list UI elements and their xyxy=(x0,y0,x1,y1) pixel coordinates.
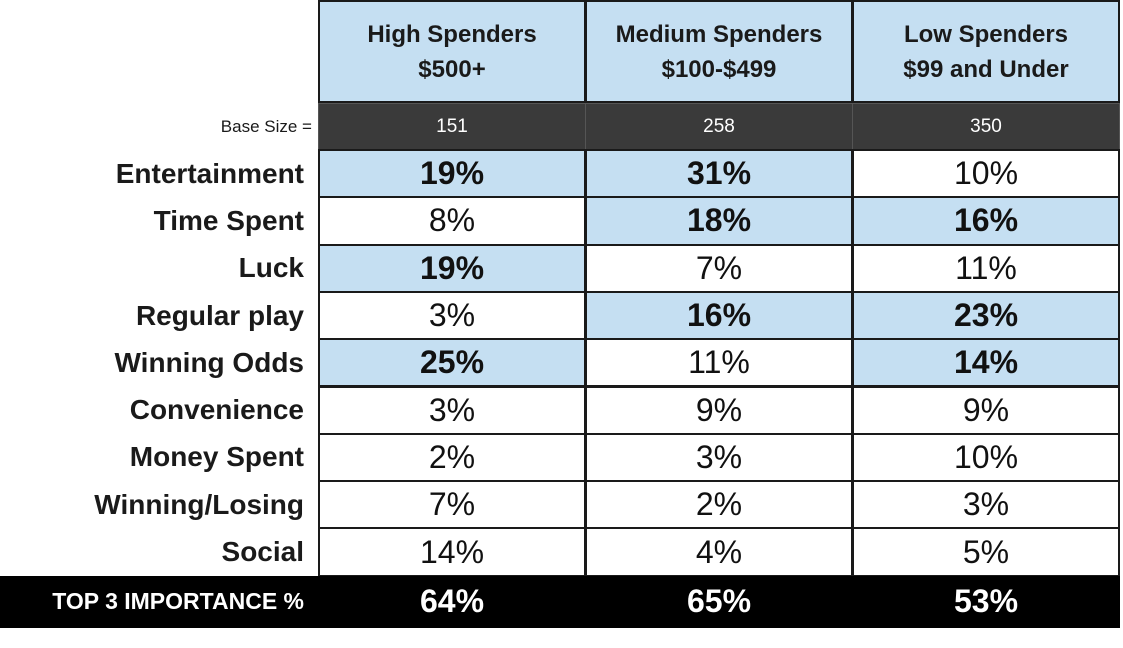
row-label: Convenience xyxy=(129,394,304,426)
value-cell: 3% xyxy=(318,290,586,341)
header-row: High Spenders $500+ Medium Spenders $100-$4… xyxy=(0,0,1123,103)
row-label: Luck xyxy=(238,252,304,284)
value-cell: 3% xyxy=(318,385,586,435)
data-row: Money Spent 2% 3% 10% xyxy=(0,432,1123,483)
value-cell: 19% xyxy=(318,243,586,293)
column-name: Medium Spenders xyxy=(615,20,823,48)
base-size-label: Base Size = xyxy=(220,116,312,136)
row-label: Entertainment xyxy=(115,157,304,189)
value-cell: 9% xyxy=(852,385,1120,435)
value-cell: 11% xyxy=(585,338,853,388)
total-value: 64% xyxy=(318,575,586,628)
column-name: High Spenders xyxy=(367,20,537,48)
value-cell: 2% xyxy=(318,432,586,483)
column-range: $99 and Under xyxy=(903,55,1069,83)
value-cell: 31% xyxy=(585,149,853,199)
value-cell: 14% xyxy=(318,527,586,577)
value-cell: 3% xyxy=(585,432,853,483)
total-value: 65% xyxy=(585,575,853,628)
value-cell: 10% xyxy=(852,149,1120,199)
value-cell: 14% xyxy=(852,338,1120,388)
value-cell: 11% xyxy=(852,243,1120,293)
row-label: Regular play xyxy=(135,299,304,331)
value-cell: 18% xyxy=(585,196,853,246)
data-row: Entertainment 19% 31% 10% xyxy=(0,149,1123,199)
row-label: Money Spent xyxy=(129,441,304,473)
value-cell: 7% xyxy=(585,243,853,293)
total-row: TOP 3 IMPORTANCE % 64% 65% 53% xyxy=(0,575,1123,628)
base-size-value: 350 xyxy=(852,103,1120,150)
data-row: Luck 19% 7% 11% xyxy=(0,243,1123,293)
value-cell: 2% xyxy=(585,480,853,530)
value-cell: 9% xyxy=(585,385,853,435)
column-range: $500+ xyxy=(418,55,486,83)
value-cell: 5% xyxy=(852,527,1120,577)
column-name: Low Spenders xyxy=(903,20,1069,48)
data-row: Regular play 3% 16% 23% xyxy=(0,290,1123,341)
value-cell: 7% xyxy=(318,480,586,530)
value-cell: 16% xyxy=(585,290,853,341)
total-value: 53% xyxy=(852,575,1120,628)
value-cell: 10% xyxy=(852,432,1120,483)
base-size-value: 151 xyxy=(318,103,586,150)
total-label: TOP 3 IMPORTANCE % xyxy=(0,575,318,628)
value-cell: 3% xyxy=(852,480,1120,530)
value-cell: 8% xyxy=(318,196,586,246)
data-row: Winning/Losing 7% 2% 3% xyxy=(0,480,1123,530)
data-row: Time Spent 8% 18% 16% xyxy=(0,196,1123,246)
row-label: Winning/Losing xyxy=(94,488,304,520)
base-size-value: 258 xyxy=(585,103,853,150)
column-header: Low Spenders $99 and Under xyxy=(852,0,1120,103)
row-label: Social xyxy=(221,536,304,568)
data-row: Social 14% 4% 5% xyxy=(0,527,1123,577)
row-label: Time Spent xyxy=(153,204,304,236)
value-cell: 4% xyxy=(585,527,853,577)
value-cell: 19% xyxy=(318,149,586,199)
column-header: High Spenders $500+ xyxy=(318,0,586,103)
column-header: Medium Spenders $100-$499 xyxy=(585,0,853,103)
row-label: Winning Odds xyxy=(114,346,305,378)
data-row: Winning Odds 25% 11% 14% xyxy=(0,338,1123,388)
value-cell: 16% xyxy=(852,196,1120,246)
base-size-row: Base Size = 151 258 350 xyxy=(0,103,1123,150)
data-row: Convenience 3% 9% 9% xyxy=(0,385,1123,435)
column-range: $100-$499 xyxy=(661,55,777,83)
value-cell: 25% xyxy=(318,338,586,388)
value-cell: 23% xyxy=(852,290,1120,341)
